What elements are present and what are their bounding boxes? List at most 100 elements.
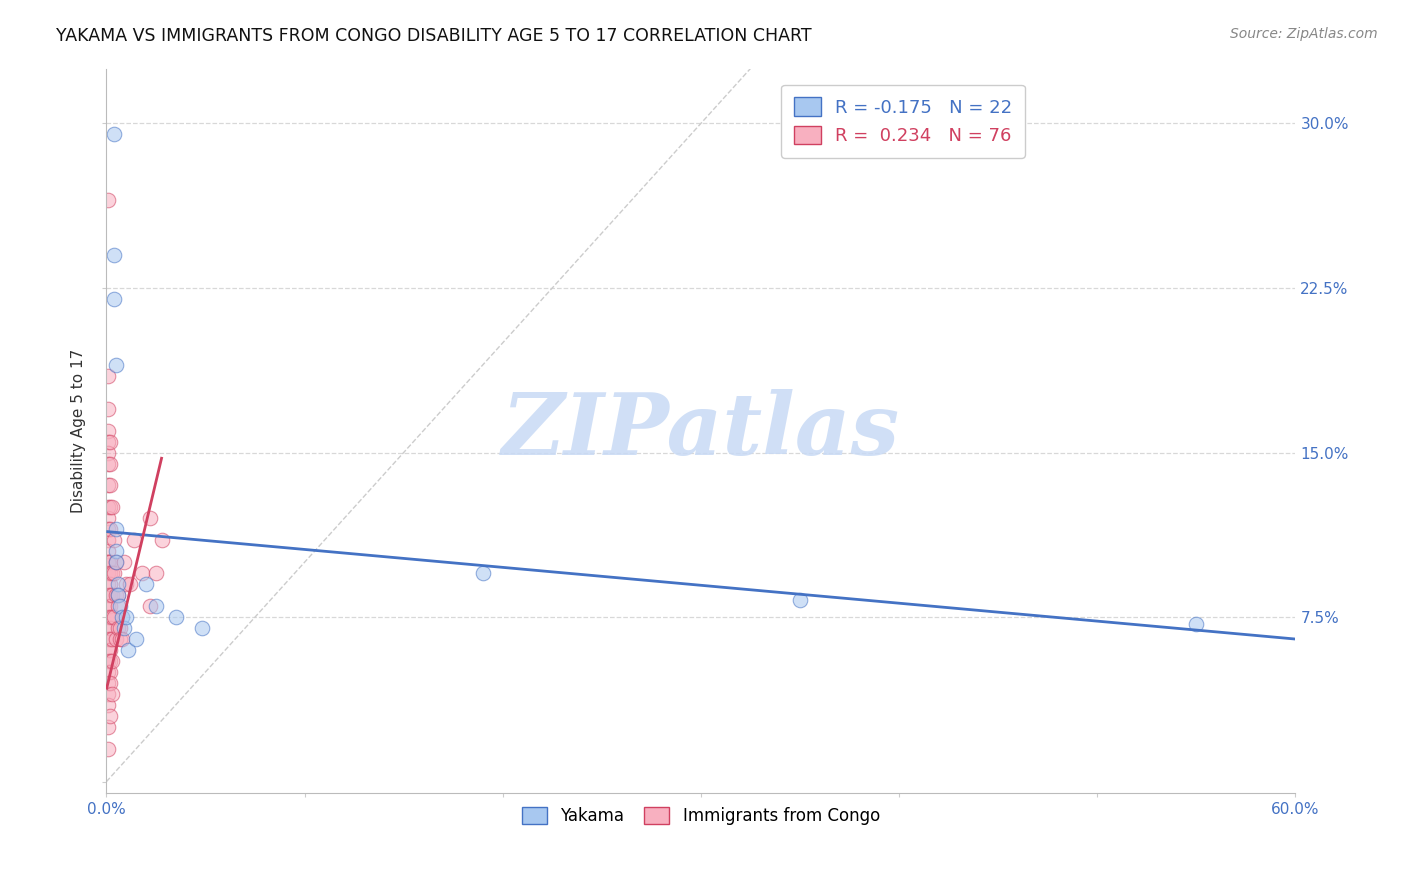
Point — [1185, 616, 1208, 631]
Point — [97, 424, 120, 438]
Point — [98, 478, 121, 492]
Point — [107, 599, 129, 614]
Point — [97, 500, 120, 515]
Point — [98, 665, 121, 679]
Point — [105, 588, 128, 602]
Point — [98, 621, 121, 635]
Point — [115, 577, 138, 591]
Point — [120, 577, 142, 591]
Point — [107, 588, 129, 602]
Point — [97, 478, 120, 492]
Point — [105, 555, 128, 569]
Point — [97, 599, 120, 614]
Point — [97, 577, 120, 591]
Point — [101, 588, 124, 602]
Point — [135, 577, 157, 591]
Point — [97, 687, 120, 701]
Point — [101, 500, 124, 515]
Point — [131, 566, 153, 581]
Point — [165, 610, 187, 624]
Point — [145, 566, 167, 581]
Point — [97, 643, 120, 657]
Point — [101, 654, 124, 668]
Point — [139, 599, 162, 614]
Point — [111, 610, 134, 624]
Point — [98, 522, 121, 536]
Point — [98, 654, 121, 668]
Point — [110, 632, 132, 646]
Point — [97, 665, 120, 679]
Point — [98, 434, 121, 449]
Point — [112, 621, 135, 635]
Point — [97, 588, 120, 602]
Point — [115, 610, 138, 624]
Point — [98, 610, 121, 624]
Point — [107, 588, 129, 602]
Point — [97, 511, 120, 525]
Point — [98, 599, 121, 614]
Point — [97, 544, 120, 558]
Point — [97, 720, 120, 734]
Point — [98, 566, 121, 581]
Point — [97, 401, 120, 416]
Point — [789, 592, 811, 607]
Point — [110, 621, 132, 635]
Point — [103, 248, 125, 262]
Point — [97, 445, 120, 459]
Point — [98, 709, 121, 723]
Point — [97, 522, 120, 536]
Point — [98, 632, 121, 646]
Point — [98, 588, 121, 602]
Point — [105, 522, 128, 536]
Point — [98, 457, 121, 471]
Point — [97, 632, 120, 646]
Point — [97, 610, 120, 624]
Point — [103, 533, 125, 548]
Point — [97, 654, 120, 668]
Point — [139, 511, 162, 525]
Point — [112, 555, 135, 569]
Text: YAKAMA VS IMMIGRANTS FROM CONGO DISABILITY AGE 5 TO 17 CORRELATION CHART: YAKAMA VS IMMIGRANTS FROM CONGO DISABILI… — [56, 27, 811, 45]
Point — [97, 555, 120, 569]
Point — [98, 676, 121, 690]
Point — [101, 632, 124, 646]
Point — [97, 368, 120, 383]
Point — [107, 577, 129, 591]
Point — [97, 741, 120, 756]
Point — [101, 687, 124, 701]
Point — [97, 457, 120, 471]
Legend: Yakama, Immigrants from Congo: Yakama, Immigrants from Congo — [512, 797, 890, 835]
Point — [97, 676, 120, 690]
Point — [105, 555, 128, 569]
Point — [97, 434, 120, 449]
Point — [107, 621, 129, 635]
Text: ZIPatlas: ZIPatlas — [502, 389, 900, 473]
Y-axis label: Disability Age 5 to 17: Disability Age 5 to 17 — [72, 349, 86, 513]
Point — [190, 621, 212, 635]
Point — [97, 533, 120, 548]
Point — [105, 544, 128, 558]
Point — [125, 632, 148, 646]
Point — [105, 632, 128, 646]
Point — [103, 566, 125, 581]
Point — [101, 566, 124, 581]
Point — [97, 566, 120, 581]
Point — [97, 555, 120, 569]
Point — [103, 128, 125, 142]
Point — [471, 566, 494, 581]
Text: Source: ZipAtlas.com: Source: ZipAtlas.com — [1230, 27, 1378, 41]
Point — [145, 599, 167, 614]
Point — [98, 643, 121, 657]
Point — [150, 533, 173, 548]
Point — [105, 358, 128, 372]
Point — [97, 698, 120, 712]
Point — [97, 621, 120, 635]
Point — [98, 555, 121, 569]
Point — [98, 500, 121, 515]
Point — [98, 577, 121, 591]
Point — [101, 610, 124, 624]
Point — [103, 292, 125, 306]
Point — [122, 533, 145, 548]
Point — [103, 610, 125, 624]
Point — [110, 599, 132, 614]
